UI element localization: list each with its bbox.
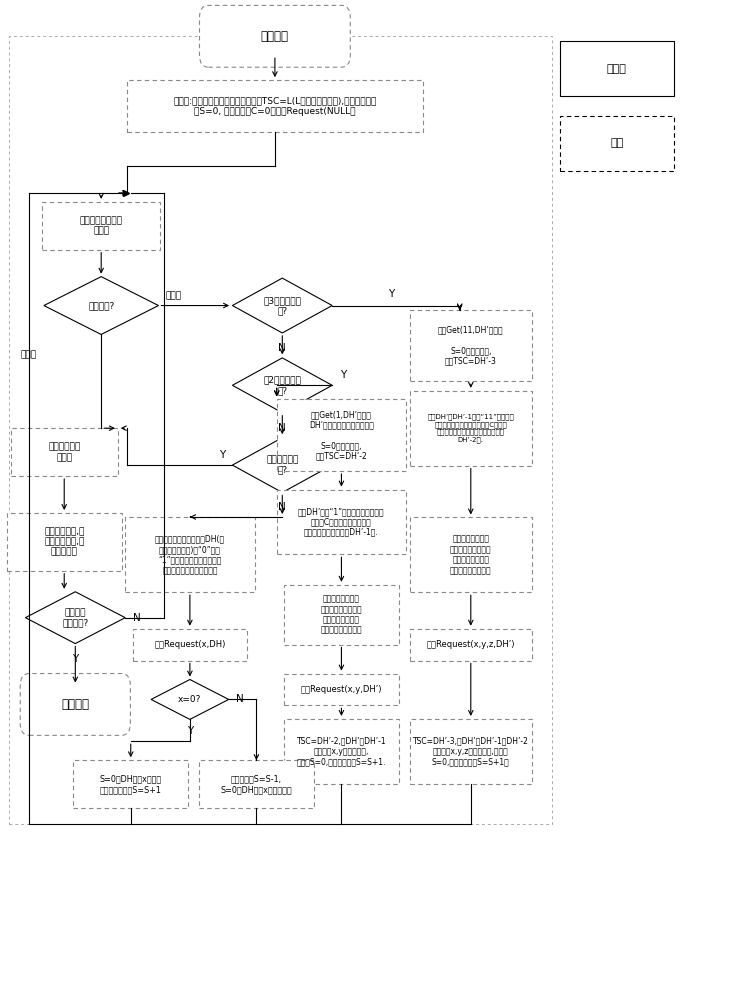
Text: 无碰撞: 无碰撞 <box>20 350 36 359</box>
Text: 初始化:查询前缀堆找为空，标签状态TSC=L(L为标签编码位数),睡眠程度计数
器S=0, 响应计数器C=0，发送Request(NULL）: 初始化:查询前缀堆找为空，标签状态TSC=L(L为标签编码位数),睡眠程度计数 … <box>173 96 377 116</box>
Bar <box>125 517 255 592</box>
Polygon shape <box>151 680 229 719</box>
FancyBboxPatch shape <box>20 674 131 735</box>
Text: N: N <box>133 613 140 623</box>
Text: N: N <box>278 502 286 512</box>
Bar <box>10 428 118 476</box>
Text: Y: Y <box>219 450 225 460</box>
Polygon shape <box>44 277 159 334</box>
Text: 碰撞情况?: 碰撞情况? <box>88 301 114 310</box>
Text: 将其DH’位与“1”相与，根据相与结果
得到的C的值确定等待若干比
较的传输时间后返回其DH’-1位.: 将其DH’位与“1”相与，根据相与结果 得到的C的值确定等待若干比 较的传输时间… <box>298 507 385 537</box>
Bar <box>127 80 423 132</box>
Bar <box>277 490 406 554</box>
Text: 发送Get(1,DH’）命令
DH’：相邻碰撞位中的最高位

S=0的标签响应,
对应TSC=DH’-2: 发送Get(1,DH’）命令 DH’：相邻碰撞位中的最高位 S=0的标签响应, … <box>309 410 374 460</box>
Text: TSC=DH’-2,且DH’、DH’-1
位分别为x,y的标签应答,
应答后S=0,其他的标签将S=S+1.: TSC=DH’-2,且DH’、DH’-1 位分别为x,y的标签应答, 应答后S=… <box>297 736 387 766</box>
Text: 采用四叉树搜索方
式，获取的查询前缀
入栈，并读取栈顶
元素，获取查询参数: 采用四叉树搜索方 式，获取的查询前缀 入栈，并读取栈顶 元素，获取查询参数 <box>321 595 362 635</box>
Bar <box>277 399 406 471</box>
Text: 算法结束: 算法结束 <box>62 698 89 711</box>
Text: 发送Request(x,y,DH’): 发送Request(x,y,DH’) <box>301 685 382 694</box>
Bar <box>284 674 398 705</box>
Text: Y: Y <box>340 370 346 380</box>
Bar <box>410 391 532 466</box>
Text: 查询前缀
堆栈为空?: 查询前缀 堆栈为空? <box>62 608 88 627</box>
Bar <box>73 760 188 808</box>
Bar <box>199 760 314 808</box>
Text: 与查询码匹配的标
签响应: 与查询码匹配的标 签响应 <box>79 216 122 235</box>
Text: Y: Y <box>187 726 193 736</box>
Polygon shape <box>232 438 332 493</box>
Text: 只有一个碰撞
位?: 只有一个碰撞 位? <box>266 455 298 475</box>
Bar <box>559 41 674 96</box>
Bar <box>42 202 160 250</box>
Bar <box>284 585 398 645</box>
Text: 有碰撞: 有碰撞 <box>166 291 182 300</box>
Text: TSC=DH’-3,且DH’、DH’-1、DH’-2
位分别为x,y,z的标签应答,应答后
S=0,其他的标签将S=S+1。: TSC=DH’-3,且DH’、DH’-1、DH’-2 位分别为x,y,z的标签应… <box>413 736 529 766</box>
Bar <box>133 629 247 661</box>
Text: S=0且DH位为x的标签
应答，其余标签S=S+1: S=0且DH位为x的标签 应答，其余标签S=S+1 <box>99 775 162 794</box>
Text: 标签: 标签 <box>610 138 623 148</box>
Text: 采用八叉树搜索方
式，获取的查询前缀
入栈，并读取栈顶
元素，获取查询参数: 采用八叉树搜索方 式，获取的查询前缀 入栈，并读取栈顶 元素，获取查询参数 <box>450 535 492 575</box>
Bar <box>410 310 532 381</box>
Text: 当前标签将S=S-1,
S=0且DH位为x的标签应答: 当前标签将S=S-1, S=0且DH位为x的标签应答 <box>220 775 292 794</box>
Bar <box>410 629 532 661</box>
Text: 含3个相邻碰撞
位?: 含3个相邻碰撞 位? <box>263 296 301 315</box>
Text: 含2个相邻碰撞
位?: 含2个相邻碰撞 位? <box>263 376 301 395</box>
Polygon shape <box>25 592 125 644</box>
Text: 发送Request(x,DH): 发送Request(x,DH) <box>154 640 226 649</box>
Bar <box>9 36 552 824</box>
Bar <box>410 719 532 784</box>
Text: N: N <box>278 423 286 433</box>
Polygon shape <box>232 358 332 413</box>
Text: 对标签进行读
写操作: 对标签进行读 写操作 <box>48 442 80 462</box>
Text: 将其DH’、DH’-1位与“11”相与，根
据相与结果得到的相应值，由C的值确
定等待若干比较的传输时间后返回其
DH’-2位.: 将其DH’、DH’-1位与“11”相与，根 据相与结果得到的相应值，由C的值确 … <box>427 413 514 443</box>
Text: 读取栈顶元素,获
取新的查询码,发
送请求命令: 读取栈顶元素,获 取新的查询码,发 送请求命令 <box>44 527 85 557</box>
Polygon shape <box>232 278 332 333</box>
Text: 算法开始: 算法开始 <box>261 30 289 43</box>
Text: 采用二叉树搜索方式，将DH(碰
撞位中的最高位)置“0”和置
“1”，并将查询前缀入栈，该
取栈顶元素，获取查询参数: 采用二叉树搜索方式，将DH(碰 撞位中的最高位)置“0”和置 “1”，并将查询前… <box>155 535 225 575</box>
Bar <box>410 517 532 592</box>
Bar <box>7 513 122 571</box>
Text: Y: Y <box>388 289 395 299</box>
Bar <box>284 719 398 784</box>
Text: 发送Get(11,DH’）命令

S=0的标签响应,
对应TSC=DH’-3: 发送Get(11,DH’）命令 S=0的标签响应, 对应TSC=DH’-3 <box>438 325 504 366</box>
Text: 读写器: 读写器 <box>607 64 627 74</box>
FancyBboxPatch shape <box>200 5 350 67</box>
Text: 发送Request(x,y,z,DH’): 发送Request(x,y,z,DH’) <box>427 640 515 649</box>
Text: Y: Y <box>72 654 79 664</box>
Bar <box>559 116 674 171</box>
Text: N: N <box>278 343 286 353</box>
Text: x=0?: x=0? <box>178 695 202 704</box>
Text: N: N <box>236 694 244 704</box>
